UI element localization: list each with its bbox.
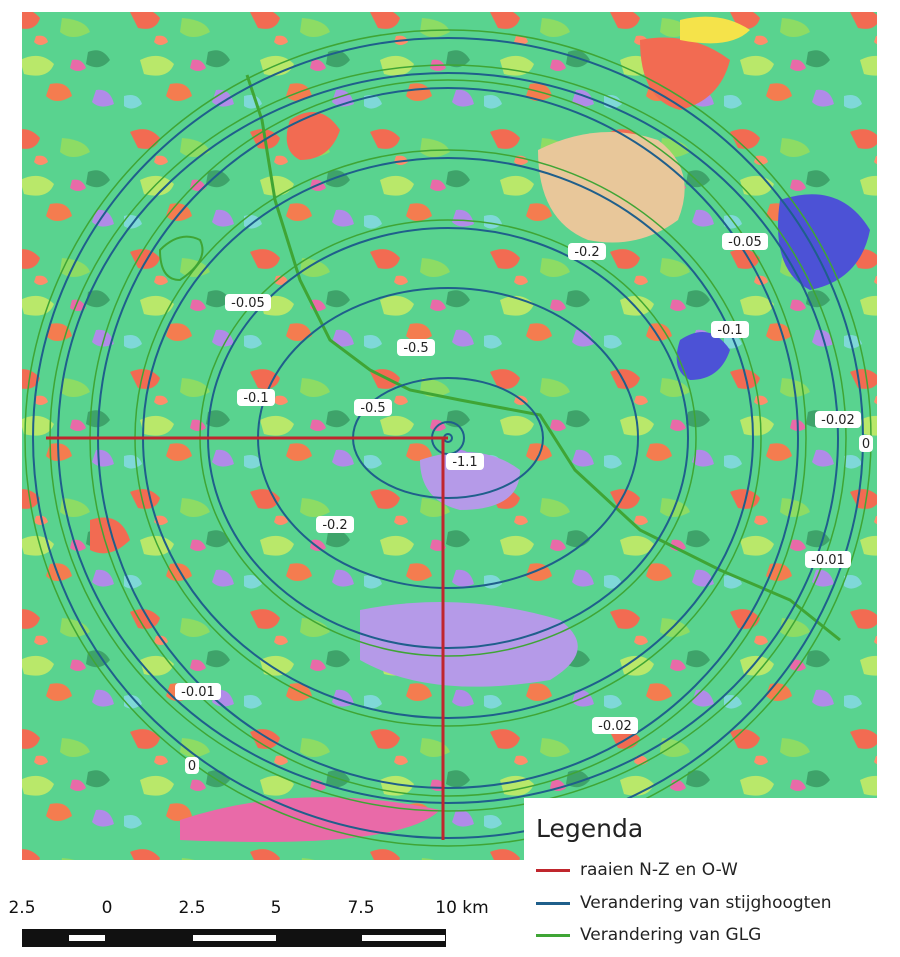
contour-label: -0.2 <box>316 516 354 533</box>
contour-label-text: 0 <box>862 437 870 452</box>
contour-label: -0.05 <box>225 294 271 311</box>
contour-label-bg <box>175 683 221 700</box>
legend-swatch-blue <box>536 901 570 905</box>
contour-label-text: -0.2 <box>574 245 599 260</box>
contour-label: -0.5 <box>397 339 435 356</box>
contour-label-text: -0.01 <box>811 553 845 568</box>
contour-label-bg <box>805 551 851 568</box>
contour-label-text: -0.05 <box>231 296 265 311</box>
legend-swatch-green <box>536 933 570 937</box>
scale-bar <box>22 929 446 947</box>
contour-label: -0.2 <box>568 243 606 260</box>
legend-title: Legenda <box>536 814 644 843</box>
contour-label-text: -0.1 <box>243 391 268 406</box>
contour-label-bg <box>446 453 484 470</box>
landuse-patch-yellow <box>680 16 750 44</box>
contour-label-text: -0.1 <box>717 323 742 338</box>
scale-label: 7.5 <box>347 898 375 918</box>
glg-change-line <box>245 74 841 642</box>
scale-bar-segment <box>69 935 105 941</box>
contour-label-bg <box>316 516 354 533</box>
legend-item-stijghoogten: Verandering van stijghoogten <box>536 891 832 915</box>
landuse-patch-magenta <box>180 797 440 842</box>
contour-label-bg <box>185 757 199 774</box>
contour-label-text: -0.5 <box>360 401 385 416</box>
legend-item-label: Verandering van GLG <box>580 925 762 945</box>
scale-label: 5 <box>270 898 282 918</box>
landuse-patch-red <box>90 517 130 554</box>
legend-swatch-red <box>536 868 570 872</box>
legend-item-label: raaien N-Z en O-W <box>580 860 738 880</box>
contour-label-bg <box>592 717 638 734</box>
contour-label-text: -0.5 <box>403 341 428 356</box>
contour-label-bg <box>397 339 435 356</box>
legend: Legenda raaien N-Z en O-W Verandering va… <box>524 798 900 957</box>
landuse-patch-purple <box>420 452 520 510</box>
contour-label: 0 <box>185 757 199 774</box>
contour-label: -0.01 <box>175 683 221 700</box>
contour-label-text: -0.02 <box>598 719 632 734</box>
contour-label-bg <box>722 233 768 250</box>
contour-label: -0.05 <box>722 233 768 250</box>
legend-item-label: Verandering van stijghoogten <box>580 893 832 913</box>
scale-label: 2.5 <box>8 898 36 918</box>
contour-label-text: 0 <box>188 759 196 774</box>
contour-label-bg <box>815 411 861 428</box>
contour-label-text: -0.05 <box>728 235 762 250</box>
contour-label: -0.01 <box>805 551 851 568</box>
contour-label: -0.02 <box>815 411 861 428</box>
landuse-patch-orange <box>538 132 685 243</box>
scale-bar-segment <box>193 935 276 941</box>
scale-label: 10 km <box>435 898 489 918</box>
contour-label: -0.1 <box>237 389 275 406</box>
glg-change-line <box>158 235 204 282</box>
landuse-patch-red <box>640 37 730 110</box>
landuse-patch-red <box>286 112 340 160</box>
contour-label-bg <box>568 243 606 260</box>
contour-label: -0.02 <box>592 717 638 734</box>
contour-label: 0 <box>859 435 873 452</box>
legend-item-raaien: raaien N-Z en O-W <box>536 858 738 882</box>
scale-label: 2.5 <box>178 898 206 918</box>
scale-label: 0 <box>101 898 113 918</box>
contour-label-text: -1.1 <box>452 455 477 470</box>
contour-label: -1.1 <box>446 453 484 470</box>
contour-label-text: -0.2 <box>322 518 347 533</box>
legend-item-glg: Verandering van GLG <box>536 923 761 947</box>
contour-label: -0.1 <box>711 321 749 338</box>
landuse-patch-blue <box>676 332 730 380</box>
contour-label-bg <box>225 294 271 311</box>
scale-bar-segment <box>362 935 445 941</box>
landuse-background <box>22 12 877 860</box>
contour-label-text: -0.01 <box>181 685 215 700</box>
contour-label-bg <box>711 321 749 338</box>
contour-label-bg <box>237 389 275 406</box>
contour-label-bg <box>859 435 873 452</box>
landuse-patch-purple <box>360 602 578 687</box>
contour-label-bg <box>354 399 392 416</box>
contour-label: -0.5 <box>354 399 392 416</box>
contour-label-text: -0.02 <box>821 413 855 428</box>
